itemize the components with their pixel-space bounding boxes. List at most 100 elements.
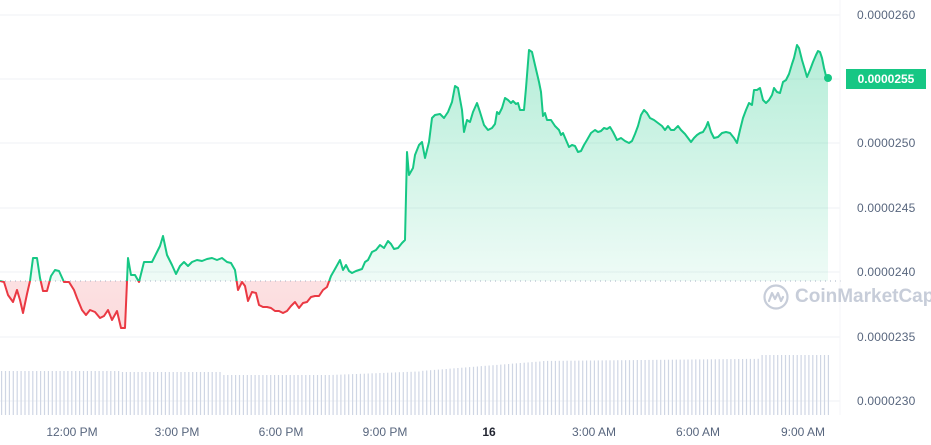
volume-bar [554,360,556,415]
volume-bar [336,374,338,415]
volume-bar [426,370,428,415]
volume-bar [121,372,124,415]
volume-bar [504,364,506,415]
volume-bar [211,372,213,415]
volume-bar [480,366,482,415]
volume-bar [227,375,229,415]
volume-bar [235,375,237,415]
coinmarketcap-watermark: CoinMarketCap [763,284,931,310]
volume-bar [203,372,205,415]
volume-bar [359,373,361,415]
volume-bar [137,372,139,415]
volume-bar [469,367,471,415]
volume-bar [800,355,802,415]
volume-bar [714,359,716,415]
volume-bar [558,360,560,415]
volume-bar [199,372,202,415]
y-axis-label: 0.0000245 [857,201,916,215]
volume-bar [589,360,592,415]
volume-bar [808,355,810,415]
volume-bar [656,359,658,415]
volume-bar [223,375,225,415]
volume-bar [605,360,607,415]
volume-bar [129,372,131,415]
volume-bar [484,365,486,415]
volume-bar [675,359,677,415]
volume-bar [352,374,354,415]
volume-bar [293,375,295,415]
volume-bar [422,370,424,415]
volume-bar [496,364,498,415]
volume-bar [281,375,283,415]
volume-bar [266,375,268,415]
volume-bar [176,372,178,415]
volume-bar [582,360,584,415]
volume-bar [383,372,385,415]
volume-bar [180,372,182,415]
volume-bar [168,372,170,415]
volume-bar [184,372,186,415]
volume-bar [125,372,127,415]
volume-bar [547,360,549,415]
volume-bar [769,355,771,415]
volume-bar [387,372,389,415]
x-axis-label: 12:00 PM [46,425,98,439]
volume-bar [110,371,112,415]
volume-bar [67,371,69,415]
volume-bar [515,363,517,415]
volume-bar [355,374,358,415]
volume-bar [36,371,38,415]
volume-bar [753,358,755,415]
volume-bar [749,358,751,415]
volume-bar [344,374,346,415]
volume-bar [472,366,475,415]
volume-bar [4,371,7,415]
volume-bar [270,375,272,415]
volume-bar [726,359,728,415]
volume-bar [285,375,287,415]
volume-bar [539,361,541,415]
y-axis-label: 0.0000250 [857,136,916,150]
volume-bar [644,360,646,415]
volume-bar [777,355,779,415]
volume-bar [617,360,619,415]
volume-bar [43,371,46,415]
volume-bar [305,375,307,415]
volume-bar [699,359,701,415]
volume-bar [371,373,373,415]
volume-bar [531,362,533,415]
volume-bar [316,375,319,415]
volume-bar [757,358,759,415]
volume-bar [745,358,748,415]
volume-bar [636,360,638,415]
volume-bar [761,355,763,415]
volume-bar [586,360,588,415]
volume-bar [613,360,615,415]
volume-bar [695,359,697,415]
volume-bar [492,365,494,415]
price-area-down [0,281,828,328]
y-axis-label: 0.0000235 [857,330,916,344]
volume-bar [402,372,404,415]
volume-bar [788,355,790,415]
volume-bar [258,375,260,415]
volume-bar [687,359,689,415]
volume-bar [196,372,198,415]
volume-bar [562,360,564,415]
current-price-dot [824,74,832,82]
volume-bar [153,372,155,415]
volume-bar [309,375,311,415]
volume-bar [683,359,685,415]
volume-bar [703,359,705,415]
volume-bar [118,371,120,415]
volume-bar [667,359,670,415]
volume-bar [192,372,194,415]
volume-bar [348,374,350,415]
volume-bar [734,359,736,415]
x-axis-label: 6:00 PM [258,425,304,439]
watermark-text: CoinMarketCap [795,286,931,307]
volume-bar [82,371,85,415]
volume-bar [188,372,190,415]
volume-bar [55,371,57,415]
